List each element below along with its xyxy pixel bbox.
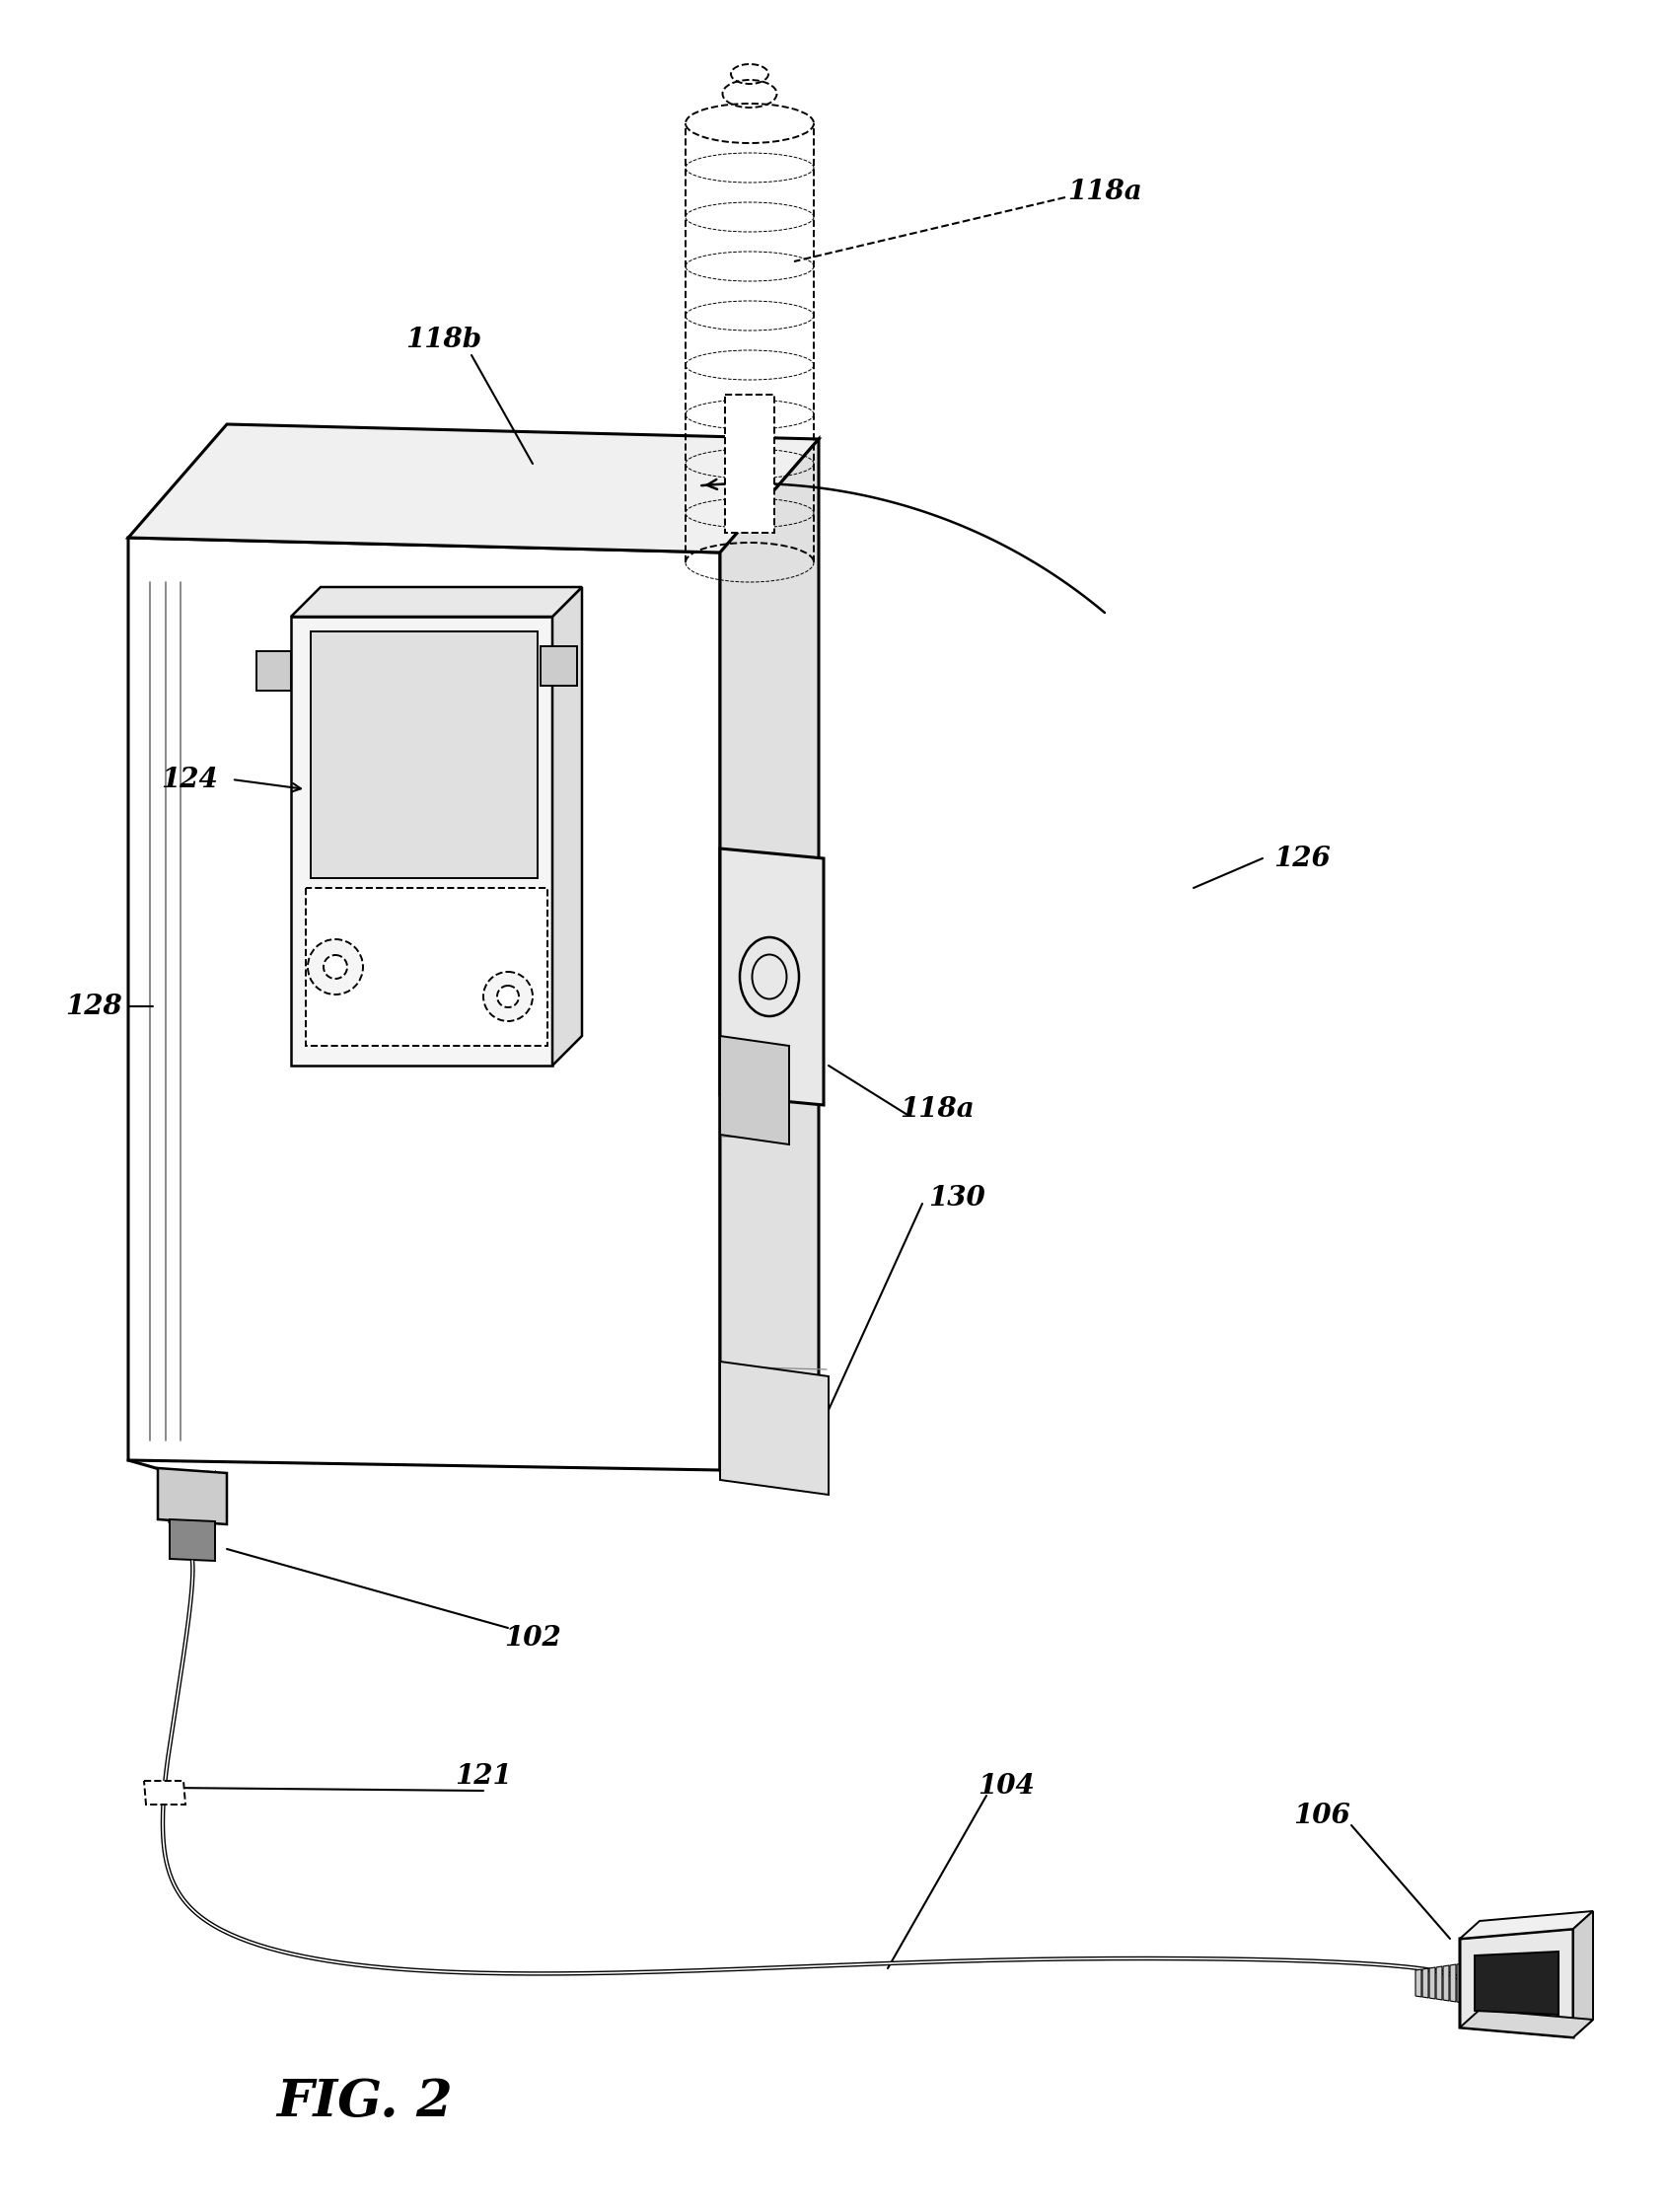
- Polygon shape: [1460, 2011, 1593, 2037]
- Polygon shape: [290, 617, 552, 1066]
- Polygon shape: [1460, 1911, 1593, 1938]
- Polygon shape: [128, 538, 721, 1471]
- Polygon shape: [1416, 1969, 1421, 1997]
- Polygon shape: [540, 646, 577, 686]
- Polygon shape: [1456, 1964, 1463, 2002]
- Polygon shape: [552, 586, 582, 1066]
- Text: 118b: 118b: [405, 327, 482, 354]
- Polygon shape: [721, 1363, 829, 1495]
- Polygon shape: [143, 1781, 185, 1805]
- Circle shape: [324, 956, 347, 978]
- Text: 126: 126: [1274, 845, 1331, 872]
- Polygon shape: [1423, 1969, 1428, 1997]
- Text: 121: 121: [455, 1763, 512, 1790]
- Polygon shape: [721, 1035, 789, 1144]
- Polygon shape: [721, 438, 819, 1480]
- Text: 130: 130: [929, 1186, 986, 1212]
- Text: FIG. 2: FIG. 2: [277, 2077, 452, 2126]
- Polygon shape: [1449, 1964, 1456, 2002]
- Text: 128: 128: [65, 993, 122, 1020]
- Text: 124: 124: [160, 765, 219, 792]
- Polygon shape: [170, 1520, 215, 1562]
- Polygon shape: [310, 630, 537, 878]
- Circle shape: [484, 971, 532, 1022]
- Polygon shape: [1429, 1966, 1434, 2000]
- Polygon shape: [721, 849, 824, 1106]
- Polygon shape: [726, 394, 774, 533]
- Polygon shape: [158, 1469, 227, 1524]
- Text: 106: 106: [1293, 1803, 1351, 1829]
- Polygon shape: [1460, 1929, 1573, 2037]
- Polygon shape: [1573, 1911, 1593, 2037]
- Polygon shape: [1475, 1951, 1558, 2015]
- Text: 102: 102: [504, 1624, 560, 1650]
- Polygon shape: [1443, 1964, 1449, 2002]
- Polygon shape: [1436, 1966, 1443, 2000]
- Polygon shape: [257, 650, 290, 690]
- Circle shape: [497, 987, 519, 1006]
- Text: 118a: 118a: [1068, 179, 1143, 206]
- Polygon shape: [290, 586, 582, 617]
- Circle shape: [309, 940, 364, 995]
- Polygon shape: [305, 887, 547, 1046]
- Polygon shape: [128, 425, 819, 553]
- Text: 104: 104: [977, 1772, 1034, 1798]
- Text: 118a: 118a: [899, 1097, 974, 1124]
